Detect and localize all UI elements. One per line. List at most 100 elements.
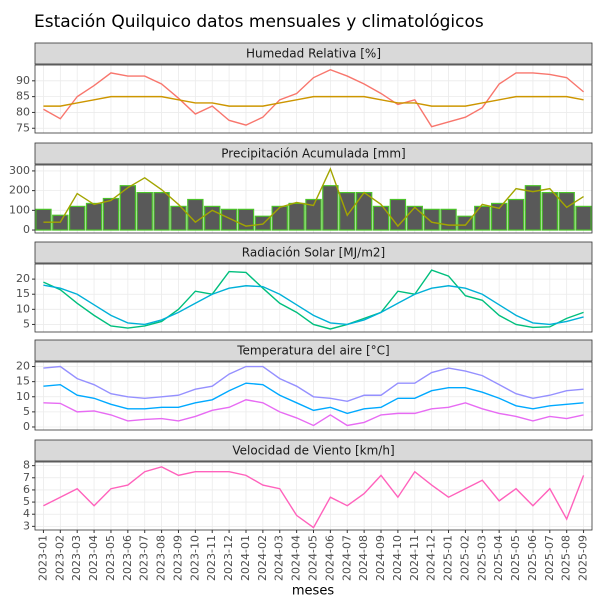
x-tick-label: 2024-08 [357,535,370,581]
bar [423,208,440,231]
x-tick-label: 2024-04 [290,535,303,581]
bar [187,198,204,231]
x-tick-label: 2024-06 [323,535,336,581]
bar [69,205,86,231]
y-tick-label: 20 [16,272,30,285]
panel-title: Velocidad de Viento [km/h] [232,444,394,458]
y-tick-label: 0 [23,223,30,236]
x-tick-label: 2025-06 [526,535,539,581]
x-tick-label: 2024-05 [307,535,320,581]
chart-title: Estación Quilquico datos mensuales y cli… [34,12,484,32]
bar [372,205,390,231]
bar [85,202,103,231]
x-tick-label: 2023-01 [36,535,49,581]
x-tick-label: 2023-12 [222,535,235,581]
bar [440,208,457,231]
x-tick-label: 2024-09 [374,535,387,581]
x-tick-label: 2024-01 [239,535,252,581]
bar [271,205,288,231]
y-tick-label: 15 [16,287,30,300]
bar [541,191,558,231]
y-tick-label: 10 [16,390,30,403]
y-tick-label: 5 [23,495,30,508]
x-tick-label: 2025-07 [543,535,556,581]
y-tick-label: 6 [23,483,30,496]
y-tick-label: 10 [16,302,30,315]
x-tick-label: 2023-06 [121,535,134,581]
y-tick-label: 4 [23,507,30,520]
y-tick-label: 200 [9,184,30,197]
y-tick-label: 300 [9,164,30,177]
bar [474,205,491,231]
bar [136,191,153,231]
y-tick-label: 7 [23,471,30,484]
strip [34,42,593,65]
x-tick-label: 2024-07 [340,535,353,581]
line [43,167,584,228]
bar [102,197,120,231]
bar [490,202,508,231]
y-tick-label: 5 [23,405,30,418]
panel-title: Humedad Relativa [%] [246,47,381,61]
bar [220,208,238,231]
bar [288,202,305,231]
y-tick-label: 20 [16,360,30,373]
x-tick-label: 2023-02 [53,535,66,581]
panel-title: Precipitación Acumulada [mm] [221,147,405,161]
x-tick-label: 2024-02 [256,535,269,581]
panel-title: Temperatura del aire [°C] [236,344,390,358]
x-tick-label: 2023-09 [171,535,184,581]
y-tick-label: 85 [16,90,30,103]
strip [34,142,593,165]
x-tick-label: 2025-01 [442,535,455,581]
bar [507,198,525,231]
x-tick-label: 2023-10 [188,535,201,581]
bar [170,205,187,231]
x-tick-label: 2024-10 [391,535,404,581]
panel-border [34,361,593,431]
x-tick-label: 2023-07 [138,535,151,581]
bar [237,208,255,231]
x-tick-label: 2024-11 [408,535,421,581]
y-tick-label: 5 [23,317,30,330]
bar [406,205,423,231]
bar [305,198,322,231]
line [43,466,585,529]
strip [34,339,593,362]
x-tick-label: 2025-02 [458,535,471,581]
x-tick-label: 2025-05 [509,535,522,581]
x-tick-label: 2023-03 [70,535,83,581]
strip [34,241,593,264]
x-tick-label: 2025-04 [492,535,505,581]
panel-border [34,164,593,234]
panel-border [34,64,593,134]
x-tick-label: 2023-05 [104,535,117,581]
y-tick-label: 0 [23,420,30,433]
y-tick-label: 100 [9,203,30,216]
line [43,95,584,107]
x-tick-label: 2025-08 [560,535,573,581]
x-tick-label: 2023-04 [87,535,100,581]
y-tick-label: 80 [16,105,30,118]
x-tick-label: 2025-03 [475,535,488,581]
x-axis-label: meses [292,584,334,599]
x-tick-label: 2023-08 [155,535,168,581]
bar [119,185,137,231]
x-tick-label: 2023-11 [205,535,218,581]
y-tick-label: 3 [23,519,30,532]
x-tick-label: 2024-12 [425,535,438,581]
x-tick-label: 2024-03 [273,535,286,581]
panel-title: Radiación Solar [MJ/m2] [242,246,385,260]
y-tick-label: 75 [16,121,30,134]
line [43,68,585,128]
line [43,382,584,415]
x-tick-label: 2025-09 [577,535,590,581]
line [43,365,584,403]
bar [524,185,542,231]
y-tick-label: 90 [16,74,30,87]
y-tick-label: 15 [16,375,30,388]
bar [339,191,356,231]
bar [322,185,339,231]
line [43,399,584,427]
